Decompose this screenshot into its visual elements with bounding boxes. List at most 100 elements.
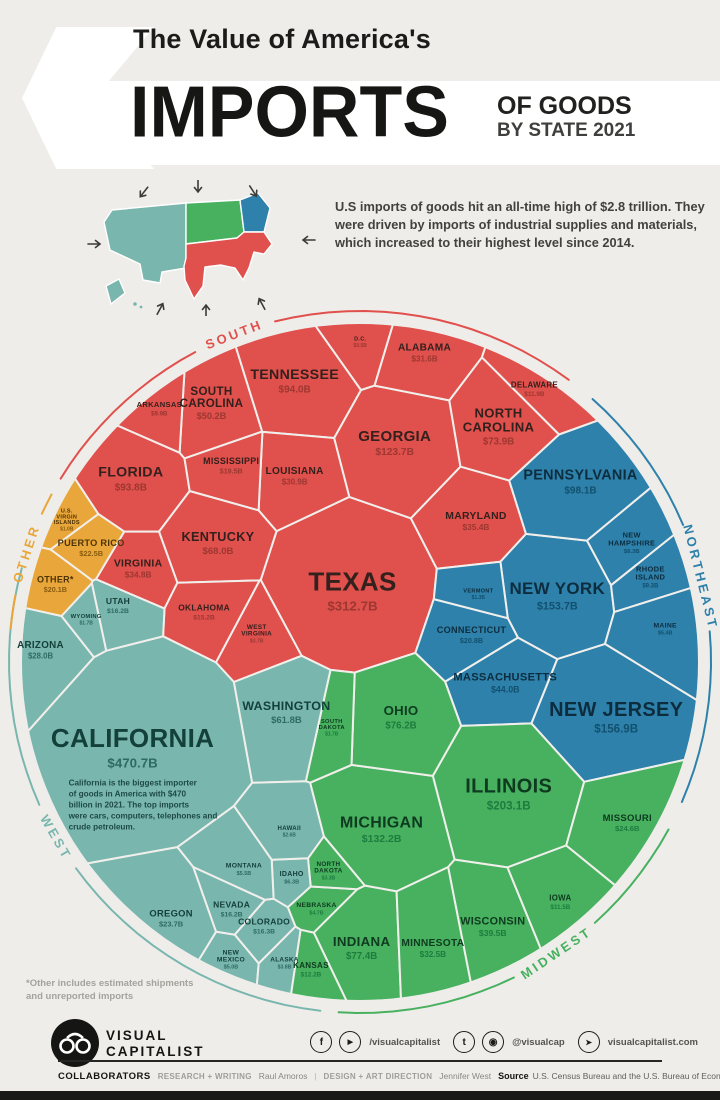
state-label-text: $8.3B	[624, 549, 640, 555]
state-label-text: MISSISSIPPI	[203, 456, 259, 466]
state-label-text: NEVADA	[213, 900, 250, 910]
facebook-icon[interactable]: f	[310, 1031, 333, 1053]
footer-divider	[58, 1060, 662, 1062]
state-label-text: $22.5B	[79, 549, 103, 558]
state-label-text: KENTUCKY	[182, 530, 255, 544]
state-label-text: D.C.	[354, 336, 366, 342]
cell-label-oklahoma: OKLAHOMA $15.2B	[178, 602, 230, 621]
cell-label-wyoming: WYOMING$1.7B	[71, 614, 102, 627]
header-band	[78, 81, 720, 165]
state-label-text: $6.3B	[284, 880, 299, 886]
state-label-text: $16.2B	[221, 912, 243, 919]
state-label-text: $11.9B	[524, 391, 545, 398]
cell-label-arizona: ARIZONA$28.0B	[17, 640, 63, 660]
state-label-text: $19.5B	[220, 468, 243, 476]
state-label-text: DAKOTA	[314, 868, 342, 875]
state-label-text: IOWA	[549, 894, 571, 903]
state-label-text: $20.1B	[44, 585, 67, 594]
map-region-hawaii	[133, 302, 137, 306]
cell-label-nevada: NEVADA $16.2B	[213, 900, 250, 919]
cell-label-texas: TEXAS $312.7B	[308, 567, 396, 614]
state-label-text: MINNESOTA	[401, 938, 464, 949]
cell-label-florida: FLORIDA$93.8B	[98, 465, 163, 494]
state-label-text: MISSOURI	[603, 813, 652, 824]
state-label-text: $153.7B	[537, 600, 578, 612]
cell-label-pennsylvania: PENNSYLVANIA $98.1B	[523, 468, 638, 497]
state-label-text: $77.4B	[346, 951, 377, 962]
collaborators-bar: COLLABORATORS RESEARCH + WRITING Raul Am…	[58, 1071, 720, 1082]
state-label-text: HAWAII	[278, 825, 301, 832]
social-handle-secondary[interactable]: @visualcap	[512, 1036, 565, 1048]
state-label-text: PENNSYLVANIA	[523, 468, 638, 484]
state-label-text: NEW YORK	[509, 579, 605, 598]
state-label-text: $76.2B	[385, 720, 416, 731]
state-label-text: FLORIDA	[98, 465, 163, 481]
state-label-text: COLORADO	[238, 916, 290, 926]
state-label-text: MAINE	[653, 622, 677, 629]
state-label-text: $73.9B	[483, 436, 514, 447]
social-handle-primary[interactable]: /visualcapitalist	[369, 1036, 441, 1048]
state-label-text: $1.7B	[325, 731, 339, 737]
state-label-text: ILLINOIS	[465, 776, 552, 798]
state-label-text: VIRGIN	[56, 514, 77, 520]
state-label-text: $9.3B	[642, 584, 659, 590]
state-label-text: were cars, computers, telephones and	[68, 811, 218, 820]
state-label-text: OHIO	[384, 703, 419, 718]
map-direction-arrows	[87, 180, 316, 316]
state-label-text: SOUTH	[190, 385, 232, 398]
cell-label-iowa: IOWA$11.5B	[549, 894, 571, 911]
state-label-text: ALASKA	[270, 956, 299, 963]
state-label-text: of goods in America with $470	[69, 789, 187, 798]
state-label-text: $1.7B	[80, 621, 94, 627]
design-name: Jennifer West	[439, 1071, 492, 1081]
cell-label-maryland: MARYLAND$35.4B	[445, 511, 507, 532]
state-label-text: CONNECTICUT	[437, 625, 507, 635]
separator: |	[314, 1072, 317, 1081]
cell-label-delaware: DELAWARE$11.9B	[511, 381, 558, 398]
source-label: Source	[498, 1071, 529, 1081]
state-label-text: WYOMING	[71, 614, 102, 620]
state-label-text: MARYLAND	[445, 511, 507, 522]
cursor-icon[interactable]: ➤	[577, 1031, 600, 1053]
state-label-text: INDIANA	[333, 934, 391, 949]
brand-name: VISUAL CAPITALIST	[106, 1028, 205, 1060]
state-label-text: $9.9B	[151, 410, 168, 417]
map-region-northeast	[239, 192, 271, 233]
state-label-text: $3.3B	[322, 875, 336, 881]
cell-vermont	[432, 560, 509, 620]
state-label-text: $11.5B	[550, 904, 570, 911]
bottom-bar	[0, 1091, 720, 1100]
state-label-text: $3.8B	[278, 964, 292, 970]
state-label-text: $312.7B	[327, 599, 377, 614]
state-label-text: $132.2B	[362, 833, 402, 845]
state-label-text: IDAHO	[280, 871, 304, 878]
state-label-text: DAKOTA	[319, 725, 346, 731]
brand-name-line2: CAPITALIST	[106, 1044, 205, 1060]
cell-label-ohio: OHIO $76.2B	[384, 703, 419, 731]
state-label-text: NORTH	[474, 406, 522, 421]
state-label-text: $94.0B	[279, 385, 311, 396]
map-region-alaska	[105, 278, 126, 305]
state-label-text: OKLAHOMA	[178, 602, 230, 612]
cell-label-missouri: MISSOURI$24.6B	[603, 813, 652, 833]
state-label-text: $31.6B	[411, 354, 437, 363]
research-name: Raul Amoros	[258, 1071, 308, 1081]
twitter-icon[interactable]: t	[453, 1031, 476, 1053]
cell-label-mississippi: MISSISSIPPI $19.5B	[203, 456, 259, 475]
state-label-text: $156.9B	[594, 723, 638, 736]
state-label-text: $1.0B	[60, 527, 74, 533]
source-text: U.S. Census Bureau and the U.S. Bureau o…	[532, 1071, 720, 1081]
instagram-icon[interactable]: ◉	[482, 1031, 505, 1053]
cell-label-tennessee: TENNESSEE $94.0B	[250, 367, 338, 396]
cell-label-wisconsin: WISCONSIN$39.5B	[460, 916, 525, 938]
website-link[interactable]: visualcapitalist.com	[607, 1036, 698, 1048]
state-label-text: LOUISIANA	[265, 466, 324, 477]
state-label-text: NEW	[223, 949, 240, 956]
state-label-text: OTHER*	[37, 575, 74, 585]
cell-mississippi	[183, 430, 264, 512]
youtube-icon[interactable]: ▶	[339, 1031, 362, 1053]
subtitle-by-state: BY STATE 2021	[497, 120, 636, 141]
